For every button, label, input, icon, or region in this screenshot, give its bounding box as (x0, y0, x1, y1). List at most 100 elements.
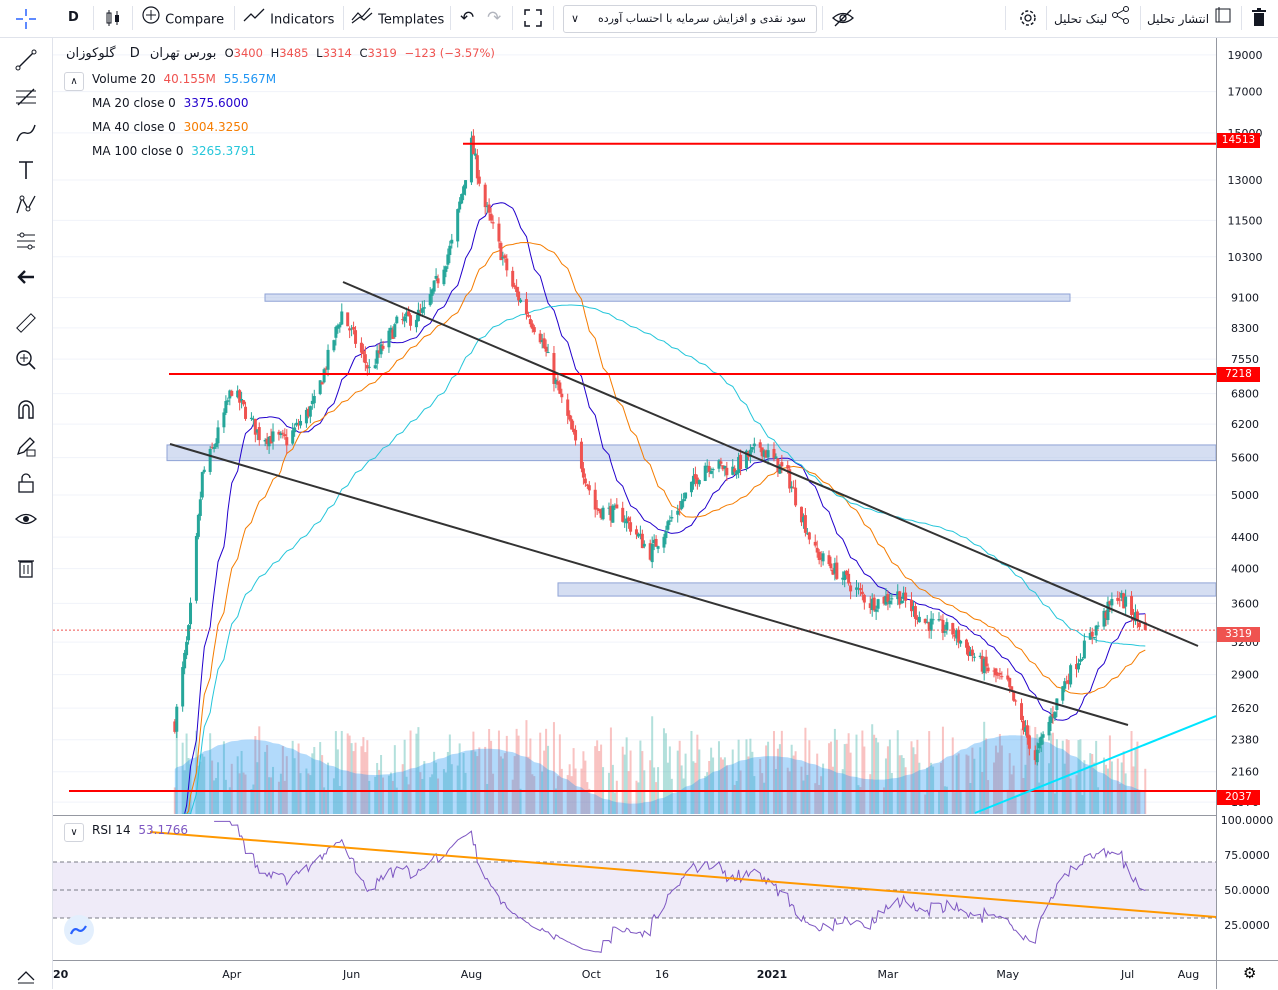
redo-icon[interactable]: ↷ (487, 8, 502, 28)
undo-icon[interactable]: ↶ (460, 8, 475, 28)
candle-body (1104, 612, 1108, 619)
interval-button[interactable]: D (68, 10, 79, 25)
hide-eye-icon[interactable] (830, 5, 856, 31)
price-tick: 5600 (1231, 452, 1259, 465)
volume-bar (890, 772, 893, 814)
volume-bar (354, 742, 357, 814)
drawings[interactable] (53, 142, 1216, 814)
collapse-legend-icon[interactable]: ∧ (64, 72, 84, 91)
volume-bar (655, 782, 658, 814)
ma20-legend[interactable]: MA 20 close 0 3375.6000 (92, 96, 253, 110)
candle-body (295, 422, 299, 426)
publish-analysis-button[interactable]: انتشار تحلیل (1147, 5, 1233, 31)
crosshair-icon[interactable] (14, 7, 38, 31)
volume-legend[interactable]: Volume 20 40.155M 55.567M (92, 72, 280, 86)
symbol-legend[interactable]: گلوکوزان D بورس تهران O3400 H3485 L3314 … (66, 46, 503, 61)
candle-body (680, 500, 684, 509)
volume-bar (519, 788, 522, 814)
eye-icon[interactable] (14, 507, 38, 531)
rsi-legend[interactable]: RSI 14 53.1766 (92, 823, 192, 837)
volume-ma-area (174, 735, 1146, 814)
volume-bar (501, 758, 504, 814)
ma100-legend[interactable]: MA 100 close 0 3265.3791 (92, 144, 260, 158)
candle-body (175, 706, 179, 732)
remove-drawings-icon[interactable] (14, 555, 38, 579)
axis-settings-gear-icon[interactable]: ⚙ (1243, 964, 1256, 982)
candle-body (1039, 736, 1043, 745)
volume-bar (456, 765, 459, 814)
text-tool-icon[interactable] (14, 158, 38, 182)
candle-body (845, 570, 849, 576)
candle-body (418, 310, 422, 312)
volume-bar (613, 792, 616, 814)
chart-canvas[interactable]: 1900017000150001300011500103009100830075… (53, 38, 1278, 989)
volume-bar (401, 764, 404, 814)
ruler-icon[interactable] (14, 311, 38, 335)
volume-bar (928, 731, 931, 814)
fullscreen-icon[interactable] (522, 5, 544, 31)
volume-bar (197, 765, 200, 814)
candle-body (752, 443, 756, 447)
volume-bar (829, 741, 832, 814)
templates-button[interactable]: Templates (350, 5, 444, 31)
volume-bar (1067, 740, 1070, 814)
volume-bar (529, 738, 532, 814)
collapse-toolbar-icon[interactable] (14, 966, 38, 990)
channel-upper-line (342, 281, 1199, 647)
link-analysis-button[interactable]: لینک تحلیل (1054, 5, 1131, 31)
settings-gear-icon[interactable] (1016, 5, 1040, 31)
rsi-axis[interactable]: 100.0000 75.0000 50.0000 25.0000 (1221, 814, 1274, 932)
lock-pencil-icon[interactable] (14, 434, 38, 458)
price-axis[interactable]: 1900017000150001300011500103009100830075… (1228, 49, 1263, 809)
trash-icon[interactable] (1250, 5, 1268, 31)
candle-body (538, 333, 542, 343)
candle-body (1122, 593, 1126, 609)
measure-tool-icon[interactable] (14, 229, 38, 253)
ma100-label: MA 100 close 0 (92, 144, 184, 158)
time-axis[interactable]: 2020 Apr Jun Aug Oct 16 2021 Mar May Jul Aug (53, 968, 1199, 981)
pattern-tool-icon[interactable] (14, 193, 38, 217)
candle-body (407, 311, 411, 316)
tradingview-logo-icon[interactable] (64, 915, 94, 945)
volume-bar (857, 785, 860, 814)
ma40-legend[interactable]: MA 40 close 0 3004.3250 (92, 120, 253, 134)
candle-body (546, 352, 550, 354)
candle-body (469, 137, 473, 183)
magnet-icon[interactable] (14, 398, 38, 422)
volume-bar (998, 733, 1001, 814)
back-arrow-icon[interactable] (14, 265, 38, 289)
candle-body (442, 269, 446, 285)
fib-tool-icon[interactable] (14, 85, 38, 109)
candle-body (324, 368, 328, 370)
zoom-in-icon[interactable] (14, 348, 38, 372)
candles-icon[interactable] (103, 5, 123, 31)
collapse-rsi-icon[interactable]: ∨ (64, 823, 84, 842)
unlock-icon[interactable] (14, 471, 38, 495)
volume-bar (1124, 773, 1127, 814)
brush-icon[interactable] (14, 121, 38, 145)
volume-bar (749, 738, 752, 814)
volume-bar (1051, 732, 1054, 814)
study-dropdown[interactable]: ∨ سود نقدی و افزایش سرمایه با احتساب آور… (563, 5, 817, 33)
candle-body (611, 505, 615, 523)
candle-body (668, 520, 672, 522)
volume-bar (882, 787, 885, 814)
candle-body (473, 153, 477, 156)
volume-bar (721, 759, 724, 814)
candle-body (487, 204, 491, 213)
candle-body (236, 390, 240, 398)
volume-bar (486, 783, 489, 814)
volume-bar (939, 762, 942, 814)
volume-bar (541, 771, 544, 814)
indicators-button[interactable]: Indicators (242, 5, 334, 31)
compare-button[interactable]: Compare (141, 5, 224, 31)
candle-body (185, 641, 189, 656)
trend-line-icon[interactable] (14, 48, 38, 72)
rsi-tick: 50.0000 (1224, 884, 1270, 897)
volume-bar (945, 786, 948, 814)
volume-bar (222, 741, 225, 814)
volume-bar (969, 783, 972, 814)
horizontal-zones[interactable] (166, 293, 1216, 597)
volume-bar (209, 733, 212, 814)
symbol-name: گلوکوزان (66, 46, 116, 61)
